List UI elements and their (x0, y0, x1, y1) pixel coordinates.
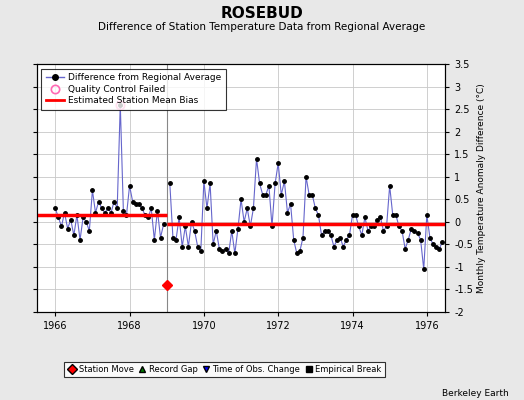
Difference from Regional Average (74, 213, 80, 218)
Difference from Regional Average (71, 233, 77, 238)
Legend: Station Move, Record Gap, Time of Obs. Change, Empirical Break: Station Move, Record Gap, Time of Obs. C… (64, 362, 385, 377)
Y-axis label: Monthly Temperature Anomaly Difference (°C): Monthly Temperature Anomaly Difference (… (477, 83, 486, 293)
Difference from Regional Average (129, 199, 136, 204)
Difference from Regional Average (58, 224, 64, 229)
Text: ROSEBUD: ROSEBUD (221, 6, 303, 21)
Difference from Regional Average (160, 222, 167, 226)
Difference from Regional Average (145, 215, 151, 220)
Difference from Regional Average (139, 206, 145, 211)
Difference from Regional Average (120, 208, 126, 213)
Difference from Regional Average (123, 213, 129, 218)
Difference from Regional Average (126, 183, 133, 188)
Difference from Regional Average (92, 210, 99, 215)
Estimated Station Mean Bias (34, 213, 40, 218)
Difference from Regional Average (157, 235, 163, 240)
Estimated Station Mean Bias (163, 213, 170, 218)
Difference from Regional Average (105, 206, 111, 211)
Difference from Regional Average (83, 220, 90, 224)
Difference from Regional Average (55, 215, 61, 220)
Difference from Regional Average (77, 238, 83, 242)
Difference from Regional Average (99, 206, 105, 211)
Difference from Regional Average (52, 206, 58, 211)
Difference from Regional Average (80, 215, 86, 220)
Difference from Regional Average (148, 206, 155, 211)
Difference from Regional Average (86, 228, 92, 233)
Line: Difference from Regional Average: Difference from Regional Average (53, 103, 166, 242)
Difference from Regional Average (114, 206, 121, 211)
Difference from Regional Average (61, 210, 68, 215)
Difference from Regional Average (95, 199, 102, 204)
Difference from Regional Average (102, 210, 108, 215)
Difference from Regional Average (136, 201, 142, 206)
Difference from Regional Average (133, 201, 139, 206)
Difference from Regional Average (151, 238, 158, 242)
Text: Berkeley Earth: Berkeley Earth (442, 389, 508, 398)
Difference from Regional Average (64, 226, 71, 231)
Difference from Regional Average (117, 102, 124, 107)
Difference from Regional Average (111, 199, 117, 204)
Difference from Regional Average (142, 213, 148, 218)
Text: Difference of Station Temperature Data from Regional Average: Difference of Station Temperature Data f… (99, 22, 425, 32)
Difference from Regional Average (108, 210, 114, 215)
Difference from Regional Average (89, 188, 95, 193)
Difference from Regional Average (68, 217, 74, 222)
Difference from Regional Average (154, 208, 160, 213)
